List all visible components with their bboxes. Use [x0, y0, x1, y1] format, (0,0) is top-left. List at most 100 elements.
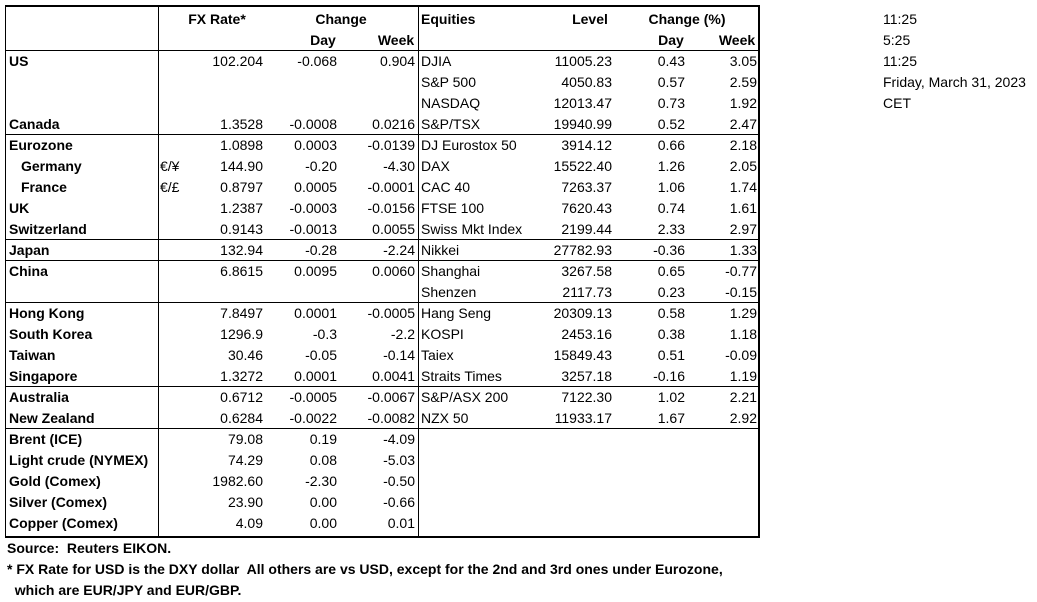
header-cell: Equities — [421, 11, 476, 27]
equity-change-week: 1.92 — [729, 95, 757, 111]
equity-change-week: 1.29 — [729, 305, 757, 321]
equity-name: Straits Times — [421, 368, 502, 384]
fx-change-week: 0.0041 — [372, 368, 415, 384]
equity-change-day: 0.52 — [657, 116, 685, 132]
equity-change-week: 2.21 — [729, 389, 757, 405]
fx-rate: 7.8497 — [220, 305, 263, 321]
fx-change-day: -0.0022 — [289, 410, 337, 426]
fx-change-day: -0.0008 — [289, 116, 337, 132]
market-name: Canada — [9, 116, 60, 132]
market-name: Taiwan — [9, 347, 56, 363]
fx-rate: 79.08 — [227, 431, 263, 447]
timestamp: 11:25 — [883, 11, 917, 27]
fx-change-day: -0.0013 — [289, 221, 337, 237]
fx-change-week: 0.0055 — [372, 221, 415, 237]
equity-name: DJ Eurostox 50 — [421, 137, 517, 153]
header-cell: Change (%) — [648, 11, 726, 27]
fx-change-day: 0.19 — [309, 431, 337, 447]
rule — [758, 5, 760, 538]
fx-change-day: -0.3 — [312, 326, 337, 342]
market-name: Silver (Comex) — [9, 494, 108, 510]
fx-change-week: -5.03 — [383, 452, 415, 468]
fx-change-day: -0.05 — [305, 347, 337, 363]
fx-rate: 1.3272 — [220, 368, 263, 384]
equity-name: Shenzen — [421, 284, 477, 300]
equity-change-week: 2.47 — [729, 116, 757, 132]
equity-name: Shanghai — [421, 263, 481, 279]
pair-unit: €/¥ — [160, 158, 180, 174]
market-name: Germany — [21, 158, 82, 174]
rule — [5, 5, 760, 7]
fx-change-day: -0.0005 — [289, 389, 337, 405]
timestamp: Friday, March 31, 2023 — [883, 74, 1026, 90]
equity-change-day: 1.02 — [657, 389, 685, 405]
equity-change-week: 1.61 — [729, 200, 757, 216]
fx-change-week: 0.0060 — [372, 263, 415, 279]
market-name: Brent (ICE) — [9, 431, 83, 447]
fx-rate: 0.6284 — [220, 410, 263, 426]
fx-change-day: 0.00 — [309, 515, 337, 531]
fx-change-week: -0.0001 — [367, 179, 415, 195]
header-cell: FX Rate* — [188, 11, 246, 27]
equity-name: Taiex — [421, 347, 454, 363]
fx-change-day: -0.068 — [297, 53, 337, 69]
equity-level: 2117.73 — [562, 284, 612, 300]
equity-name: DAX — [421, 158, 450, 174]
fx-change-day: -2.30 — [305, 473, 337, 489]
footnote: which are EUR/JPY and EUR/GBP. — [7, 582, 242, 598]
fx-rate: 1.2387 — [220, 200, 263, 216]
fx-change-week: -4.30 — [383, 158, 415, 174]
fx-rate: 144.90 — [220, 158, 263, 174]
fx-change-week: 0.01 — [387, 515, 415, 531]
equity-level: 2199.44 — [561, 221, 612, 237]
fx-change-week: 0.0216 — [372, 116, 415, 132]
equity-level: 27782.93 — [553, 242, 612, 258]
equity-change-day: -0.36 — [653, 242, 685, 258]
equity-change-day: 1.67 — [657, 410, 685, 426]
fx-change-week: -0.14 — [383, 347, 415, 363]
fx-change-week: -0.66 — [383, 494, 415, 510]
footnote: Source: Reuters EIKON. — [7, 540, 172, 556]
equity-level: 15849.43 — [553, 347, 612, 363]
header-cell: Week — [718, 32, 756, 48]
equity-change-day: 0.74 — [657, 200, 685, 216]
fx-rate: 0.6712 — [220, 389, 263, 405]
equity-change-day: 0.58 — [657, 305, 685, 321]
equity-change-week: 2.05 — [729, 158, 757, 174]
fx-change-day: 0.00 — [309, 494, 337, 510]
equity-change-day: 2.33 — [657, 221, 685, 237]
equity-change-day: 0.23 — [657, 284, 685, 300]
equity-change-week: 2.18 — [729, 137, 757, 153]
header-cell: Change — [315, 11, 367, 27]
rule — [418, 5, 419, 538]
fx-change-week: -0.0139 — [367, 137, 415, 153]
market-name: Australia — [9, 389, 69, 405]
equity-level: 20309.13 — [553, 305, 612, 321]
equity-change-week: 2.59 — [729, 74, 757, 90]
equity-level: 3914.12 — [561, 137, 612, 153]
fx-rate: 23.90 — [227, 494, 263, 510]
fx-change-day: 0.0001 — [294, 305, 337, 321]
fx-change-day: 0.0095 — [294, 263, 337, 279]
header-cell: Day — [310, 32, 336, 48]
equity-level: 2453.16 — [561, 326, 612, 342]
fx-change-week: -4.09 — [383, 431, 415, 447]
fx-change-week: -0.50 — [383, 473, 415, 489]
rule — [5, 239, 760, 240]
fx-rate: 6.8615 — [220, 263, 263, 279]
equity-name: S&P/TSX — [421, 116, 481, 132]
market-name: UK — [9, 200, 30, 216]
market-name: Gold (Comex) — [9, 473, 101, 489]
equity-change-day: 0.57 — [657, 74, 685, 90]
fx-change-day: -0.20 — [305, 158, 337, 174]
fx-change-week: -2.2 — [390, 326, 415, 342]
equity-change-day: -0.16 — [653, 368, 685, 384]
market-name: Switzerland — [9, 221, 87, 237]
fx-change-day: 0.08 — [309, 452, 337, 468]
equity-change-week: 1.74 — [729, 179, 757, 195]
equity-name: CAC 40 — [421, 179, 471, 195]
fx-change-day: 0.0003 — [294, 137, 337, 153]
equity-level: 7122.30 — [561, 389, 612, 405]
fx-rate: 1296.9 — [220, 326, 263, 342]
fx-rate: 102.204 — [212, 53, 263, 69]
